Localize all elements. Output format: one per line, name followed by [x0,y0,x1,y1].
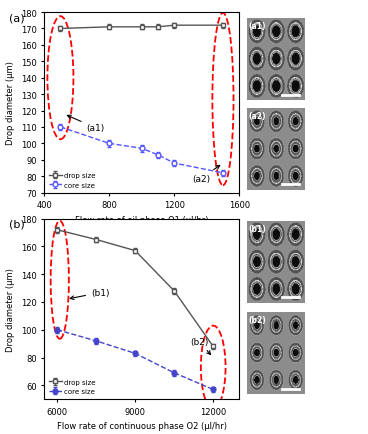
Text: (b1): (b1) [249,224,266,233]
Legend: drop size, core size: drop size, core size [47,171,97,190]
Text: (b): (b) [9,219,25,229]
Text: (b2): (b2) [190,337,210,355]
X-axis label: Flow rate of oil phase O1 (μl/hr): Flow rate of oil phase O1 (μl/hr) [75,215,208,224]
Text: (a1): (a1) [249,22,266,31]
Text: (a2): (a2) [192,166,220,184]
Text: (b2): (b2) [249,316,266,324]
Legend: drop size, core size: drop size, core size [47,378,97,396]
Text: (a2): (a2) [249,112,266,120]
X-axis label: Flow rate of continuous phase O2 (μl/hr): Flow rate of continuous phase O2 (μl/hr) [57,421,227,431]
Text: (a): (a) [9,13,25,23]
Y-axis label: Drop diameter (μm): Drop diameter (μm) [6,267,15,351]
Text: (b1): (b1) [70,288,109,300]
Y-axis label: Drop diameter (μm): Drop diameter (μm) [6,61,15,145]
Text: (a1): (a1) [67,116,105,133]
